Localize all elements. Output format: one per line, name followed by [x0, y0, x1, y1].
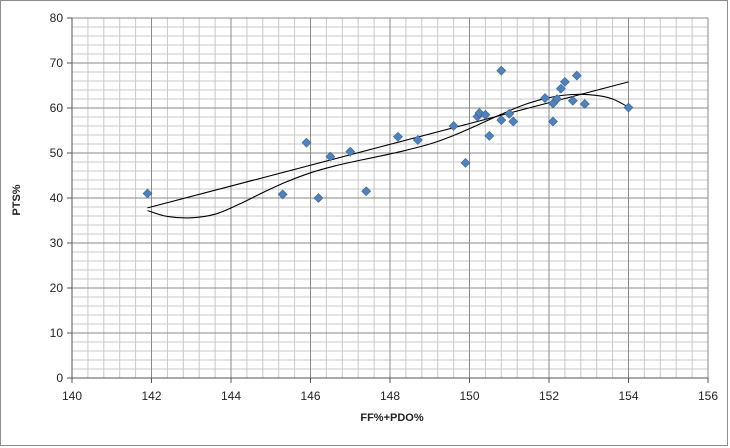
data-point	[559, 76, 570, 87]
data-point	[552, 94, 562, 104]
data-point	[567, 95, 578, 106]
data-point	[548, 116, 558, 127]
y-tick-label: 30	[50, 236, 64, 250]
x-axis-title: FF%+PDO%	[360, 412, 423, 424]
data-point	[480, 109, 491, 120]
data-point	[277, 189, 288, 200]
data-point	[345, 146, 356, 157]
y-tick-label: 60	[50, 101, 64, 115]
y-tick-label: 70	[50, 56, 64, 70]
trendlines	[147, 81, 629, 219]
x-tick-label: 142	[141, 389, 161, 403]
y-tick-label: 40	[50, 191, 64, 205]
data-point	[540, 93, 550, 104]
data-point	[508, 116, 519, 127]
polynomial-trendline	[147, 93, 629, 219]
data-point	[496, 115, 507, 126]
x-tick-label: 154	[618, 389, 638, 403]
linear-trendline	[147, 81, 629, 209]
y-tick-label: 80	[50, 11, 64, 25]
data-point	[579, 99, 590, 109]
x-tick-label: 148	[380, 389, 400, 403]
data-point	[412, 135, 423, 145]
data-point	[484, 130, 495, 141]
data-point	[496, 65, 507, 76]
y-axis-title: PTS%	[11, 184, 23, 215]
x-tick-label: 144	[221, 389, 241, 403]
data-point	[361, 186, 372, 197]
data-point	[142, 188, 153, 199]
data-point	[623, 102, 634, 113]
data-points	[142, 65, 634, 203]
y-tick-label: 0	[56, 371, 63, 385]
data-point	[504, 108, 515, 119]
x-tick-label: 156	[698, 389, 718, 403]
y-tick-label: 20	[50, 281, 64, 295]
data-point	[393, 131, 403, 142]
data-point	[325, 151, 336, 162]
y-tick-labels: 0 10 20 30 40 50 60 70 80	[50, 11, 64, 385]
x-tick-label: 140	[62, 389, 82, 403]
x-tick-label: 152	[539, 389, 559, 403]
data-point	[313, 193, 324, 203]
y-tick-label: 50	[50, 146, 64, 160]
data-point	[448, 121, 459, 131]
x-tick-label: 146	[300, 389, 320, 403]
data-point	[460, 157, 471, 168]
axes	[67, 17, 709, 383]
y-tick-label: 10	[50, 326, 64, 340]
data-point	[474, 108, 485, 118]
data-point	[571, 70, 582, 81]
x-tick-label: 150	[459, 389, 479, 403]
x-tick-labels: 140 142 144 146 148 150 152 154 156	[62, 389, 718, 403]
data-point	[301, 137, 312, 148]
data-point	[556, 83, 566, 94]
